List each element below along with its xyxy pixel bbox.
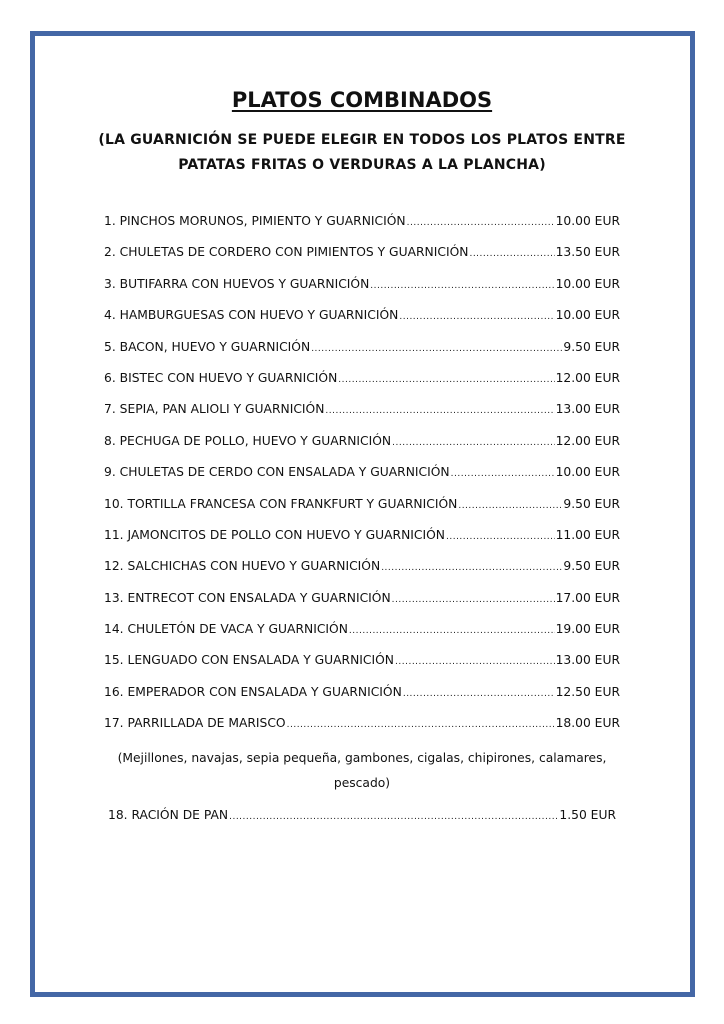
item-label: 3. BUTIFARRA CON HUEVOS Y GUARNICIÓN	[104, 276, 370, 291]
menu-item: 5. BACON, HUEVO Y GUARNICIÓN 9.50 EUR	[104, 340, 620, 371]
dot-leader	[311, 340, 562, 354]
dot-leader	[392, 591, 555, 605]
item-price: 1.50 EUR	[559, 808, 616, 822]
item-price: 13.00 EUR	[555, 402, 620, 417]
dot-leader	[469, 245, 554, 259]
item-price: 10.00 EUR	[555, 465, 620, 480]
menu-item: 9. CHULETAS DE CERDO CON ENSALADA Y GUAR…	[104, 465, 620, 496]
menu-item: 8. PECHUGA DE POLLO, HUEVO Y GUARNICIÓN 1…	[104, 434, 620, 465]
item-price: 9.50 EUR	[563, 339, 620, 354]
item-price: 17.00 EUR	[555, 590, 620, 605]
item-price: 11.00 EUR	[555, 527, 620, 542]
dot-leader	[403, 685, 555, 699]
menu-title: PLATOS COMBINADOS	[0, 88, 724, 112]
dot-leader	[395, 653, 555, 667]
menu-item: 4. HAMBURGUESAS CON HUEVO Y GUARNICIÓN 10…	[104, 308, 620, 339]
menu-item: 15. LENGUADO CON ENSALADA Y GUARNICIÓN 13…	[104, 653, 620, 684]
menu-item: 11. JAMONCITOS DE POLLO CON HUEVO Y GUAR…	[104, 528, 620, 559]
item-label: 5. BACON, HUEVO Y GUARNICIÓN	[104, 339, 311, 354]
item-price: 18.00 EUR	[555, 716, 620, 731]
dot-leader	[287, 716, 555, 730]
menu-item: 14. CHULETÓN DE VACA Y GUARNICIÓN 19.00 E…	[104, 622, 620, 653]
item-label: 6. BISTEC CON HUEVO Y GUARNICIÓN	[104, 370, 338, 385]
item-price: 10.00 EUR	[555, 214, 620, 228]
note-line: pescado)	[333, 776, 391, 790]
menu-item: 10. TORTILLA FRANCESA CON FRANKFURT Y GU…	[104, 497, 620, 528]
menu-item: 3. BUTIFARRA CON HUEVOS Y GUARNICIÓN 10.0…	[104, 277, 620, 308]
menu-items: 1. PINCHOS MORUNOS, PIMIENTO Y GUARNICIÓ…	[104, 214, 620, 748]
item-label: 2. CHULETAS DE CORDERO CON PIMIENTOS Y G…	[104, 245, 469, 260]
seafood-note: (Mejillones, navajas, sepia pequeña, gam…	[0, 746, 724, 796]
item-label: 9. CHULETAS DE CERDO CON ENSALADA Y GUAR…	[104, 465, 450, 480]
dot-leader	[349, 622, 555, 636]
menu-subtitle: (LA GUARNICIÓN SE PUEDE ELEGIR EN TODOS …	[0, 128, 724, 178]
item-price: 13.50 EUR	[555, 245, 620, 260]
menu-item-bread: 18. RACIÓN DE PAN 1.50 EUR	[108, 808, 616, 839]
item-label: 13. ENTRECOT CON ENSALADA Y GUARNICIÓN	[104, 590, 391, 605]
menu-item: 12. SALCHICHAS CON HUEVO Y GUARNICIÓN 9.5…	[104, 559, 620, 590]
item-label: 15. LENGUADO CON ENSALADA Y GUARNICIÓN	[104, 653, 395, 668]
menu-item: 16. EMPERADOR CON ENSALADA Y GUARNICIÓN 1…	[104, 685, 620, 716]
dot-leader	[407, 214, 555, 228]
item-price: 12.00 EUR	[555, 433, 620, 448]
dot-leader	[451, 465, 555, 479]
dot-leader	[325, 402, 554, 416]
item-price: 9.50 EUR	[563, 559, 620, 574]
item-label: 18. RACIÓN DE PAN	[108, 808, 229, 822]
dot-leader	[381, 559, 562, 573]
item-label: 7. SEPIA, PAN ALIOLI Y GUARNICIÓN	[104, 402, 325, 417]
note-line: (Mejillones, navajas, sepia pequeña, gam…	[117, 751, 607, 765]
item-label: 17. PARRILLADA DE MARISCO	[104, 716, 286, 731]
menu-item: 13. ENTRECOT CON ENSALADA Y GUARNICIÓN 17…	[104, 591, 620, 622]
item-price: 10.00 EUR	[555, 308, 620, 323]
dot-leader	[229, 808, 558, 822]
item-label: 16. EMPERADOR CON ENSALADA Y GUARNICIÓN	[104, 684, 402, 699]
dot-leader	[392, 434, 554, 448]
page-border	[30, 31, 695, 997]
item-label: 4. HAMBURGUESAS CON HUEVO Y GUARNICIÓN	[104, 308, 399, 323]
item-label: 11. JAMONCITOS DE POLLO CON HUEVO Y GUAR…	[104, 527, 445, 542]
subtitle-line: (LA GUARNICIÓN SE PUEDE ELEGIR EN TODOS …	[98, 132, 626, 148]
item-price: 12.00 EUR	[555, 370, 620, 385]
dot-leader	[446, 528, 555, 542]
item-label: 12. SALCHICHAS CON HUEVO Y GUARNICIÓN	[104, 559, 381, 574]
menu-title-text: PLATOS COMBINADOS	[231, 88, 493, 112]
item-label: 10. TORTILLA FRANCESA CON FRANKFURT Y GU…	[104, 496, 458, 511]
menu-item: 17. PARRILLADA DE MARISCO 18.00 EUR	[104, 716, 620, 747]
menu-item: 6. BISTEC CON HUEVO Y GUARNICIÓN 12.00 EU…	[104, 371, 620, 402]
item-label: 14. CHULETÓN DE VACA Y GUARNICIÓN	[104, 622, 348, 637]
item-price: 12.50 EUR	[555, 684, 620, 699]
dot-leader	[399, 308, 554, 322]
item-price: 19.00 EUR	[555, 622, 620, 637]
item-price: 13.00 EUR	[555, 653, 620, 668]
item-label: 1. PINCHOS MORUNOS, PIMIENTO Y GUARNICIÓ…	[104, 214, 406, 228]
dot-leader	[458, 497, 562, 511]
item-price: 10.00 EUR	[555, 276, 620, 291]
item-price: 9.50 EUR	[563, 496, 620, 511]
menu-item: 2. CHULETAS DE CORDERO CON PIMIENTOS Y G…	[104, 245, 620, 276]
item-label: 8. PECHUGA DE POLLO, HUEVO Y GUARNICIÓN	[104, 433, 392, 448]
menu-item: 7. SEPIA, PAN ALIOLI Y GUARNICIÓN 13.00 E…	[104, 402, 620, 433]
menu-item: 1. PINCHOS MORUNOS, PIMIENTO Y GUARNICIÓ…	[104, 214, 620, 245]
dot-leader	[338, 371, 554, 385]
subtitle-line: PATATAS FRITAS O VERDURAS A LA PLANCHA)	[178, 157, 546, 173]
dot-leader	[370, 277, 554, 291]
